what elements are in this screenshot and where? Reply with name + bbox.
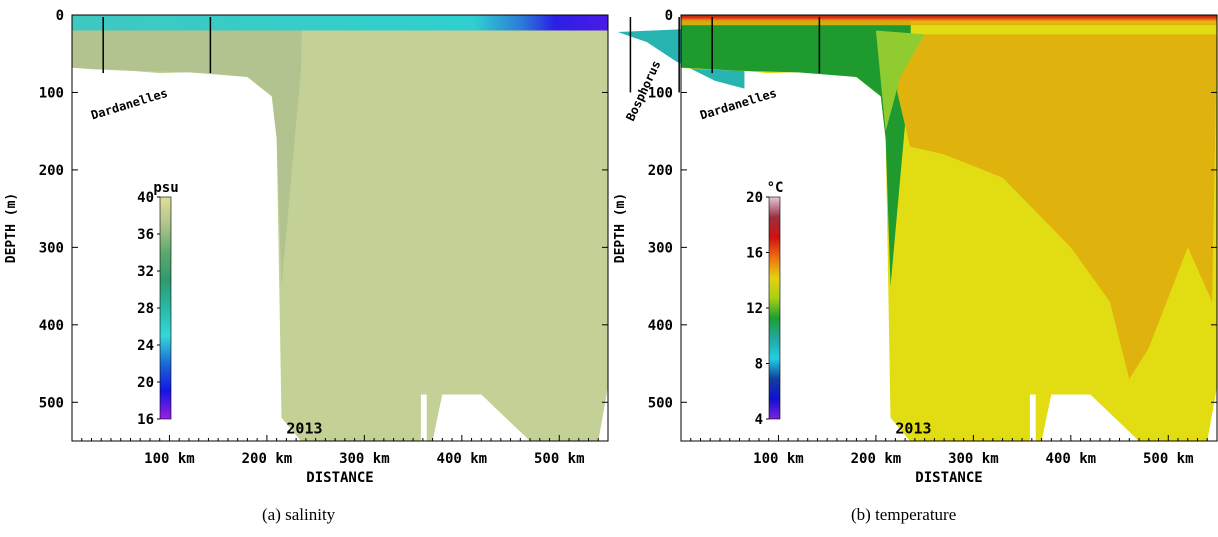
x-tick-label: 300 km — [339, 451, 390, 467]
data-gap — [420, 394, 427, 441]
y-tick-label: 500 — [39, 395, 64, 411]
y-tick-label: 0 — [665, 8, 673, 24]
thermocline — [681, 21, 1217, 26]
caption-salinity: (a) salinity — [262, 505, 336, 524]
colorbar-tick-label: 40 — [137, 190, 154, 206]
x-tick-label: 100 km — [753, 451, 804, 467]
x-tick-label: 100 km — [144, 451, 195, 467]
surface-layer — [72, 15, 608, 31]
colorbar-tick-label: 20 — [137, 375, 154, 391]
plot-frame — [71, 14, 609, 442]
y-tick-label: 500 — [648, 395, 673, 411]
colorbar — [159, 196, 172, 420]
y-tick-label: 200 — [39, 163, 64, 179]
colorbar-tick-label: 12 — [746, 301, 763, 317]
data-gap — [1029, 394, 1036, 441]
colorbar-tick-label: 28 — [137, 301, 154, 317]
colorbar-tick-label: 16 — [137, 412, 154, 428]
shelf-water — [72, 15, 302, 287]
colorbar-unit: °C — [767, 180, 784, 196]
y-tick-label: 300 — [39, 240, 64, 256]
y-axis-label: DEPTH (m) — [4, 193, 19, 263]
dardanelles-label: Dardanelles — [698, 86, 778, 123]
x-axis-label: DISTANCE — [306, 470, 373, 486]
colorbar-unit: psu — [153, 180, 178, 196]
x-tick-label: 500 km — [534, 451, 585, 467]
colorbar-tick-label: 20 — [746, 190, 763, 206]
year-label: 2013 — [895, 419, 931, 437]
x-tick-label: 500 km — [1143, 451, 1194, 467]
y-tick-label: 400 — [648, 318, 673, 334]
x-tick-label: 400 km — [437, 451, 488, 467]
transition-band — [875, 30, 925, 132]
y-tick-label: 400 — [39, 318, 64, 334]
y-tick-label: 0 — [56, 8, 64, 24]
colorbar-tick-label: 36 — [137, 227, 154, 243]
intermediate-water — [895, 34, 1217, 380]
x-tick-label: 300 km — [948, 451, 999, 467]
water-body — [72, 15, 608, 441]
colorbar — [768, 196, 781, 420]
colorbar-tick-label: 24 — [137, 338, 154, 354]
dardanelles-label: Dardanelles — [89, 86, 169, 123]
y-axis-label: DEPTH (m) — [613, 193, 628, 263]
y-tick-label: 100 — [648, 85, 673, 101]
y-tick-label: 200 — [648, 163, 673, 179]
colorbar-tick-label: 32 — [137, 264, 154, 280]
shelf-water — [681, 15, 911, 287]
y-tick-label: 100 — [39, 85, 64, 101]
x-tick-label: 400 km — [1046, 451, 1097, 467]
temperature-panel: 0 100 200 300 400 500 100 km 200 km 300 km 400 km… — [613, 8, 1218, 486]
colorbar-tick-label: 8 — [755, 357, 763, 373]
y-tick-label: 300 — [648, 240, 673, 256]
caption-temperature: (b) temperature — [851, 505, 957, 524]
x-axis-label: DISTANCE — [915, 470, 982, 486]
colorbar-tick-label: 16 — [746, 246, 763, 262]
colorbar-tick-label: 4 — [755, 412, 763, 428]
x-tick-label: 200 km — [851, 451, 902, 467]
plot-frame — [680, 14, 1218, 442]
surface-layer — [681, 15, 1217, 22]
x-tick-label: 200 km — [242, 451, 293, 467]
year-label: 2013 — [286, 419, 322, 437]
